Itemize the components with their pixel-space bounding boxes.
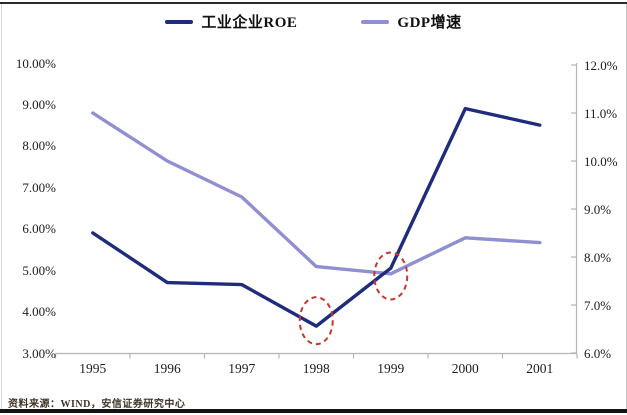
x-axis-tick-label: 1996 bbox=[153, 361, 181, 376]
series-line-gdp bbox=[91, 111, 542, 276]
y-axis-right-tick-label: 6.0% bbox=[584, 345, 612, 361]
legend-item-gdp: GDP增速 bbox=[361, 11, 461, 32]
figure-top-border bbox=[0, 2, 627, 4]
x-axis-tick-label: 1999 bbox=[377, 361, 405, 376]
y-axis-left-tick-label: 5.00% bbox=[22, 262, 56, 278]
x-axis-tick-label: 2000 bbox=[451, 361, 479, 376]
y-axis-right-tick-label: 9.0% bbox=[584, 201, 612, 217]
source-note: 资料来源：WIND，安信证券研究中心 bbox=[8, 399, 186, 410]
series-line-roe bbox=[91, 106, 542, 328]
figure-left-border bbox=[1, 4, 2, 409]
annotation-ellipse-2 bbox=[373, 251, 409, 301]
y-axis-left-tick-label: 7.00% bbox=[22, 179, 56, 195]
gdp-line-swatch bbox=[361, 19, 390, 24]
y-axis-right-tick-label: 7.0% bbox=[584, 297, 612, 313]
y-axis-left-tick-label: 9.00% bbox=[22, 96, 56, 112]
annotation-ellipse-1 bbox=[298, 296, 334, 346]
x-axis-tick-label: 1997 bbox=[228, 361, 256, 376]
roe-line-swatch bbox=[165, 19, 194, 24]
legend-label-roe: 工业企业ROE bbox=[201, 15, 298, 31]
y-axis-right-tick-label: 8.0% bbox=[584, 249, 612, 265]
y-axis-right-tick-label: 11.0% bbox=[584, 105, 618, 121]
y-axis-left-tick-label: 8.00% bbox=[22, 138, 56, 154]
legend-item-roe: 工业企业ROE bbox=[165, 11, 297, 32]
legend-label-gdp: GDP增速 bbox=[397, 15, 462, 31]
chart-legend: 工业企业ROE GDP增速 bbox=[0, 11, 627, 32]
y-axis-left-tick-label: 4.00% bbox=[22, 304, 56, 320]
x-axis-tick-label: 2001 bbox=[526, 361, 554, 376]
x-axis-tick-label: 1995 bbox=[79, 361, 107, 376]
x-axis-tick-label: 1998 bbox=[302, 361, 330, 376]
y-axis-right-tick-label: 10.0% bbox=[584, 153, 618, 169]
y-axis-left-tick-label: 10.00% bbox=[15, 55, 56, 71]
y-axis-right-tick-label: 12.0% bbox=[584, 57, 618, 73]
figure-bottom-border bbox=[0, 409, 627, 413]
y-axis-left-tick-label: 3.00% bbox=[22, 345, 56, 361]
y-axis-left-tick-label: 6.00% bbox=[22, 221, 56, 237]
